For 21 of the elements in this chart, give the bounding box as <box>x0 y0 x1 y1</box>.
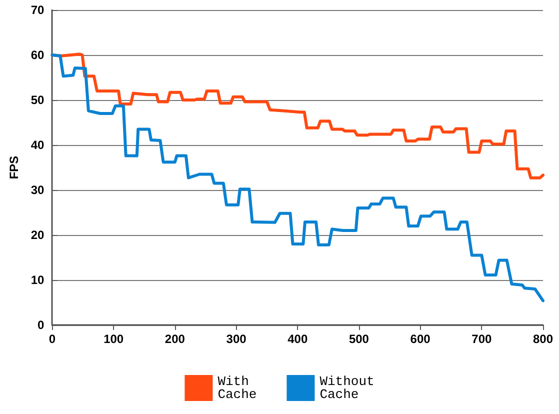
x-tick-label: 500 <box>348 332 370 346</box>
x-tick-label: 400 <box>288 332 308 346</box>
y-tick-label: 60 <box>30 48 45 62</box>
x-tick-label: 700 <box>472 332 492 346</box>
x-tick-label: 0 <box>48 332 56 346</box>
y-axis-title: FPS <box>7 156 21 180</box>
y-tick-label: 40 <box>30 138 45 152</box>
line-series <box>50 54 544 302</box>
x-tick-label: 100 <box>104 332 124 346</box>
y-tick-label: 30 <box>30 183 45 197</box>
y-tick-label: 50 <box>30 93 45 107</box>
x-tick-label: 300 <box>226 332 247 346</box>
y-tick-label: 10 <box>30 273 45 287</box>
y-tick-label: 0 <box>38 318 45 332</box>
legend-label: With Cache <box>218 374 257 402</box>
legend-label: Without Cache <box>320 374 374 402</box>
x-tick-label: 800 <box>532 332 554 346</box>
x-tick-label: 600 <box>410 332 431 346</box>
x-tick-label: 200 <box>164 332 186 346</box>
y-tick-label: 70 <box>30 3 45 17</box>
y-tick-label: 20 <box>30 228 45 242</box>
